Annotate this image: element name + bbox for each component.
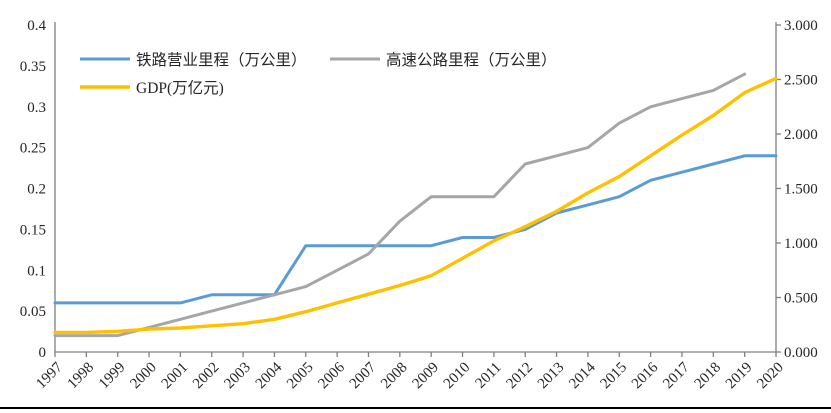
- right-axis-tick-labels: 0.000 0.500 1.000 1.500 2.000 2.500 3.000: [784, 18, 818, 361]
- svg-text:0.2: 0.2: [27, 182, 46, 198]
- svg-text:2016: 2016: [629, 359, 662, 392]
- legend-label: 高速公路里程（万公里）: [386, 51, 557, 69]
- svg-text:1.000: 1.000: [784, 236, 818, 252]
- svg-text:0.4: 0.4: [27, 18, 46, 34]
- svg-text:2014: 2014: [566, 359, 599, 392]
- svg-text:1999: 1999: [96, 360, 129, 393]
- svg-text:2004: 2004: [253, 359, 286, 392]
- legend-item-2: GDP(万亿元): [80, 79, 224, 97]
- svg-text:0.25: 0.25: [20, 141, 46, 157]
- bottom-divider-line: [0, 407, 831, 409]
- svg-text:2018: 2018: [692, 360, 725, 393]
- svg-text:2000: 2000: [127, 360, 160, 393]
- svg-text:2007: 2007: [347, 359, 380, 392]
- svg-text:1.500: 1.500: [784, 182, 818, 198]
- svg-text:2012: 2012: [504, 360, 537, 393]
- svg-text:2015: 2015: [598, 360, 631, 393]
- svg-text:2002: 2002: [190, 360, 223, 393]
- svg-text:2008: 2008: [378, 360, 411, 393]
- svg-text:0.05: 0.05: [20, 304, 46, 320]
- svg-text:2019: 2019: [723, 360, 756, 393]
- left-axis-tick-labels: 0 0.05 0.1 0.15 0.2 0.25 0.3 0.35 0.4: [20, 18, 47, 361]
- svg-text:0.15: 0.15: [20, 222, 46, 238]
- legend: 铁路营业里程（万公里） 高速公路里程（万公里） GDP(万亿元): [80, 51, 557, 97]
- svg-text:2017: 2017: [660, 359, 693, 392]
- svg-text:0.3: 0.3: [27, 100, 46, 116]
- svg-text:2003: 2003: [221, 360, 254, 393]
- svg-text:2020: 2020: [754, 360, 787, 393]
- right-axis-ticks: [776, 24, 781, 353]
- svg-text:2.500: 2.500: [784, 73, 818, 89]
- svg-text:3.000: 3.000: [784, 18, 818, 34]
- svg-text:2011: 2011: [473, 360, 505, 392]
- legend-item-0: 铁路营业里程（万公里）: [80, 51, 307, 69]
- legend-label: GDP(万亿元): [136, 79, 224, 97]
- svg-text:0.000: 0.000: [784, 345, 818, 361]
- legend-item-1: 高速公路里程（万公里）: [330, 51, 557, 69]
- svg-text:2006: 2006: [315, 359, 348, 392]
- series-line-1: [53, 72, 747, 338]
- svg-text:2005: 2005: [284, 360, 317, 393]
- svg-text:0.35: 0.35: [20, 59, 46, 75]
- svg-text:2010: 2010: [441, 360, 474, 393]
- x-axis-tick-labels: 1997199819992000200120022003200420052006…: [33, 359, 787, 392]
- svg-text:2013: 2013: [535, 360, 568, 393]
- svg-text:0.1: 0.1: [27, 263, 46, 279]
- svg-text:0.500: 0.500: [784, 291, 818, 307]
- series-line-2: [53, 76, 778, 335]
- svg-text:1998: 1998: [65, 360, 98, 393]
- svg-text:0: 0: [39, 345, 47, 361]
- svg-text:2001: 2001: [159, 360, 192, 393]
- svg-text:1997: 1997: [33, 359, 66, 392]
- x-axis-ticks: [54, 352, 777, 357]
- svg-text:2.000: 2.000: [784, 127, 818, 143]
- svg-text:2009: 2009: [409, 360, 442, 393]
- legend-label: 铁路营业里程（万公里）: [136, 51, 307, 69]
- series-line-0: [53, 154, 778, 305]
